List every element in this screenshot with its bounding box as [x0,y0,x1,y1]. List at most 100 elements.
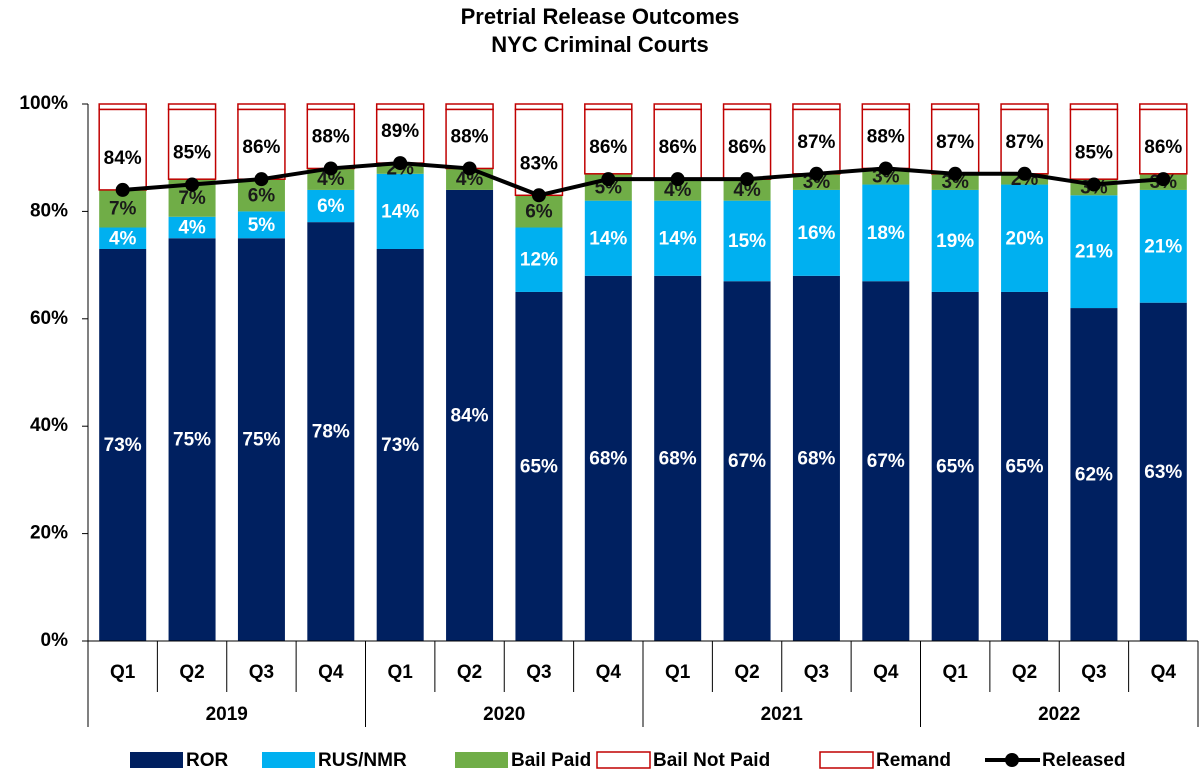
bar-segment [723,281,771,641]
bar-segment [654,200,702,276]
y-tick-label: 100% [19,93,68,114]
bar-segment [237,238,285,641]
bar-segment [931,189,979,292]
bar-label: 4% [733,180,761,201]
bar-segment [1000,108,1049,175]
line-label: 87% [797,132,835,153]
bar-segment [1139,302,1187,641]
bar-label: 7% [109,199,137,220]
y-tick-label: 40% [30,415,68,436]
x-tick-label: Q1 [110,662,136,683]
line-label: 86% [589,137,627,158]
chart-title: NYC Criminal Courts [491,32,709,57]
line-marker [185,177,200,192]
bar-label: 4% [178,218,206,239]
bar-label: 4% [109,228,137,249]
bar-label: 6% [317,196,345,217]
bar-segment [515,227,563,292]
line-label: 87% [1006,132,1044,153]
bar-segment [861,103,911,111]
x-tick-label: Q1 [388,662,414,683]
bar-segment [307,168,355,190]
bar-segment [931,291,979,641]
line-marker [393,156,408,171]
bar-segment [930,103,980,111]
bar-label: 5% [248,215,276,236]
bar-segment [376,248,424,642]
legend-swatch [1005,753,1019,767]
bar-segment [862,168,910,185]
bar-segment [653,103,702,111]
bar-label: 14% [659,228,697,249]
bar-label: 4% [456,169,484,190]
bar-label: 15% [728,231,766,252]
bar-segment [723,200,771,282]
bar-segment [1139,189,1187,303]
bar-segment [515,291,563,641]
line-label: 89% [381,121,419,142]
bar-segment [237,103,286,111]
x-tick-label: Q3 [804,662,829,683]
bar-segment [723,179,771,201]
line-label: 88% [867,126,905,147]
bar-segment [792,189,840,276]
bar-label: 75% [242,430,280,451]
x-group-label: 2019 [206,704,248,725]
x-tick-label: Q2 [179,662,204,683]
x-tick-label: Q2 [734,662,759,683]
x-group-label: 2021 [761,704,804,725]
x-tick-label: Q4 [1151,662,1177,683]
bar-segment [445,103,494,111]
bar-segment [167,103,217,111]
y-tick-label: 80% [30,200,68,221]
bar-segment [1000,103,1049,111]
line-marker [254,172,269,187]
bar-label: 62% [1075,465,1113,486]
line-label: 86% [242,137,280,158]
bar-label: 73% [381,435,419,456]
x-tick-label: Q4 [318,662,344,683]
x-tick-label: Q1 [943,662,969,683]
bar-label: 12% [520,250,558,271]
bar-segment [237,108,286,180]
bar-segment [654,179,702,201]
line [122,161,1164,198]
bar-segment [792,103,841,111]
line-marker [740,172,755,187]
chart-title: Pretrial Release Outcomes [461,4,740,29]
line-label: 84% [104,148,142,169]
bar-segment [99,227,147,249]
bar-label: 4% [664,180,692,201]
bar-segment [514,103,564,111]
bar-label: 4% [317,169,345,190]
x-group-label: 2020 [483,704,525,725]
line-label: 86% [728,137,766,158]
bar-segment [306,108,356,170]
x-tick-label: Q4 [596,662,622,683]
bar-label: 3% [941,172,969,193]
bar-segment [306,103,356,111]
bar-label: 18% [867,223,905,244]
bar-label: 75% [173,430,211,451]
line-marker [1086,177,1101,192]
x-tick-label: Q2 [1012,662,1037,683]
legend-swatch [130,752,183,768]
y-tick-label: 0% [41,630,69,651]
bar-segment [722,108,772,180]
legend-label: Bail Not Paid [653,750,770,771]
line-marker [462,161,477,176]
bar-label: 21% [1075,242,1113,263]
bar-segment [514,108,564,197]
x-tick-label: Q3 [526,662,551,683]
bar-segment [862,281,910,641]
bar-segment [237,211,285,239]
bar-label: 19% [936,231,974,252]
bar-segment [168,216,216,239]
bar-label: 84% [451,405,489,426]
bar-label: 68% [797,448,835,469]
bar-label: 73% [104,435,142,456]
bar-segment [653,108,702,180]
bar-segment [1069,103,1119,111]
bar-segment [722,103,772,111]
